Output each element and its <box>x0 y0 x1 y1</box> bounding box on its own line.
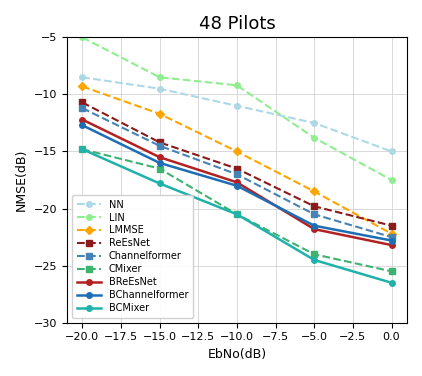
BChannelformer <box>157 161 162 165</box>
X-axis label: EbNo(dB): EbNo(dB) <box>207 348 266 361</box>
BChannelformer <box>234 183 239 188</box>
ReEsNet <box>157 140 162 145</box>
ReEsNet <box>80 100 85 105</box>
LMMSE <box>80 84 85 89</box>
LIN <box>80 35 85 39</box>
BReEsNet <box>234 180 239 185</box>
Line: CMixer: CMixer <box>79 146 394 274</box>
BChannelformer <box>80 123 85 127</box>
NN <box>234 103 239 108</box>
ReEsNet <box>312 204 317 209</box>
LIN <box>389 178 394 182</box>
Channelformer <box>312 212 317 217</box>
BReEsNet <box>389 243 394 247</box>
NN <box>389 149 394 154</box>
BCMixer <box>80 147 85 152</box>
ReEsNet <box>389 223 394 228</box>
Line: BCMixer: BCMixer <box>79 146 394 285</box>
Line: BReEsNet: BReEsNet <box>79 117 394 248</box>
BReEsNet <box>80 117 85 122</box>
BChannelformer <box>389 238 394 243</box>
ReEsNet <box>234 166 239 171</box>
LMMSE <box>234 149 239 154</box>
Line: NN: NN <box>79 74 394 154</box>
CMixer <box>80 147 85 152</box>
LMMSE <box>312 189 317 194</box>
Channelformer <box>389 235 394 240</box>
CMixer <box>157 166 162 171</box>
Line: LIN: LIN <box>79 35 394 183</box>
CMixer <box>234 212 239 217</box>
BCMixer <box>312 258 317 262</box>
Legend: NN, LIN, LMMSE, ReEsNet, Channelformer, CMixer, BReEsNet, BChannelformer, BCMixe: NN, LIN, LMMSE, ReEsNet, Channelformer, … <box>72 195 193 318</box>
Channelformer <box>234 172 239 177</box>
Title: 48 Pilots: 48 Pilots <box>198 15 275 33</box>
LMMSE <box>389 231 394 236</box>
BCMixer <box>389 280 394 285</box>
NN <box>157 86 162 91</box>
BCMixer <box>234 212 239 217</box>
NN <box>312 121 317 125</box>
LIN <box>157 75 162 80</box>
LMMSE <box>157 112 162 116</box>
BChannelformer <box>312 223 317 228</box>
LIN <box>312 135 317 140</box>
Line: LMMSE: LMMSE <box>79 83 394 237</box>
Line: ReEsNet: ReEsNet <box>79 100 394 229</box>
CMixer <box>312 252 317 256</box>
Channelformer <box>157 144 162 148</box>
Line: BChannelformer: BChannelformer <box>79 123 394 243</box>
BReEsNet <box>157 155 162 159</box>
Y-axis label: NMSE(dB): NMSE(dB) <box>15 149 28 211</box>
Channelformer <box>80 106 85 111</box>
Line: Channelformer: Channelformer <box>79 105 394 240</box>
LIN <box>234 83 239 88</box>
BCMixer <box>157 181 162 186</box>
BReEsNet <box>312 227 317 231</box>
CMixer <box>389 269 394 274</box>
NN <box>80 75 85 80</box>
